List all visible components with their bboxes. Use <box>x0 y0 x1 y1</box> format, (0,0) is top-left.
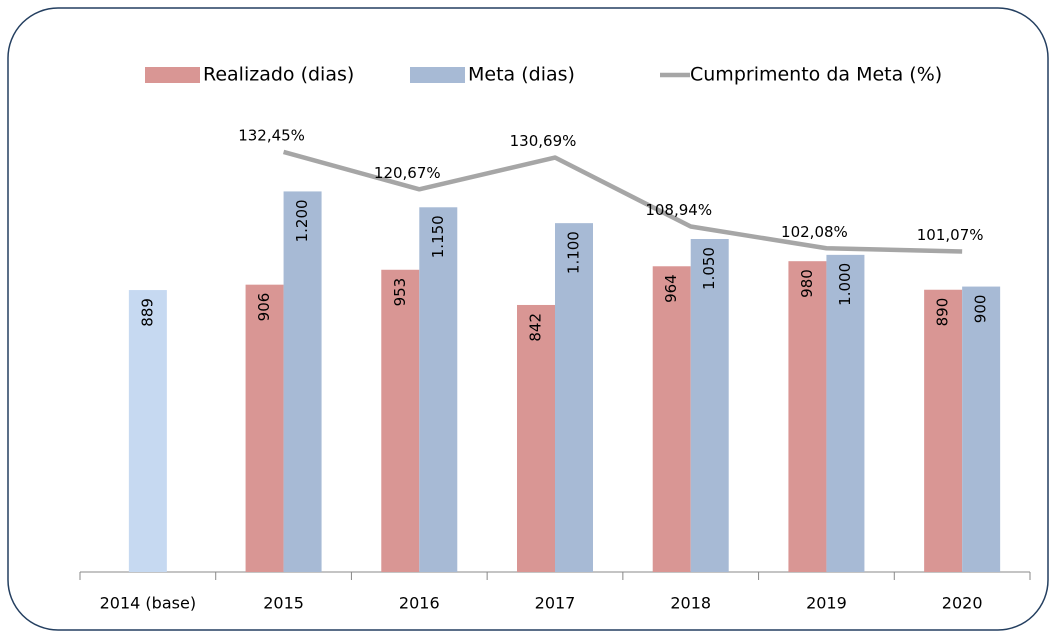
legend-label: Cumprimento da Meta (%) <box>690 64 942 86</box>
x-tick-label: 2017 <box>535 594 576 613</box>
bar <box>788 261 827 572</box>
data-label: 1.200 <box>293 199 311 242</box>
bar <box>826 254 865 572</box>
bar <box>283 191 322 572</box>
data-label: 132,45% <box>238 126 305 144</box>
data-label: 953 <box>391 278 409 307</box>
data-label: 101,07% <box>917 226 984 244</box>
data-label: 1.000 <box>836 263 854 306</box>
x-tick-label: 2015 <box>263 594 304 613</box>
data-label: 906 <box>255 293 273 322</box>
data-label: 890 <box>934 298 952 327</box>
bar <box>962 286 1001 572</box>
data-label: 130,69% <box>510 132 577 150</box>
x-tick-label: 2014 (base) <box>100 594 196 613</box>
x-tick-label: 2020 <box>942 594 983 613</box>
data-label: 842 <box>527 313 545 342</box>
line-series <box>282 149 963 254</box>
x-tick-label: 2016 <box>399 594 440 613</box>
legend-label: Meta (dias) <box>468 64 575 86</box>
x-tick-label: 2018 <box>670 594 711 613</box>
data-label: 120,67% <box>374 164 441 182</box>
data-label: 964 <box>662 274 680 303</box>
legend-label: Realizado (dias) <box>203 64 354 86</box>
bar <box>517 304 555 572</box>
bar <box>381 269 420 572</box>
x-tick-label: 2019 <box>806 594 847 613</box>
bar <box>690 239 729 572</box>
legend-swatch <box>410 67 465 83</box>
data-label: 1.050 <box>700 247 718 290</box>
bar <box>419 207 458 573</box>
bar <box>555 223 593 572</box>
data-label: 900 <box>972 295 990 324</box>
data-label: 889 <box>138 298 156 327</box>
data-label: 1.100 <box>565 231 583 274</box>
bar <box>128 290 167 572</box>
data-label: 108,94% <box>645 201 712 219</box>
data-label: 102,08% <box>781 223 848 241</box>
data-label: 1.150 <box>429 215 447 258</box>
bar <box>652 266 691 572</box>
legend-swatch <box>145 67 200 83</box>
data-label: 980 <box>798 269 816 298</box>
bar <box>924 289 963 572</box>
bar <box>245 284 284 572</box>
